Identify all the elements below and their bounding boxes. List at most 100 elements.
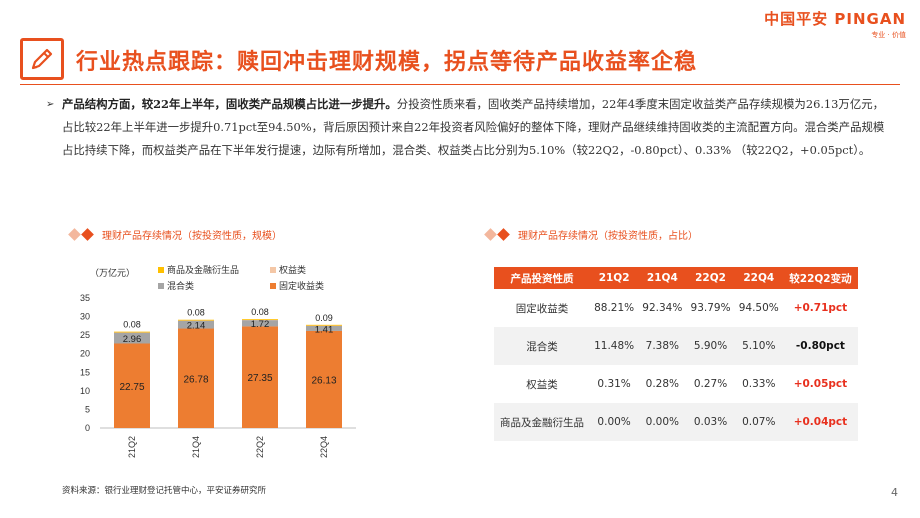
paragraph-body: 分投资性质来看，固收类产品持续增加，22年4季度末固定收益类产品存续规模为26.… [62, 97, 885, 157]
table-cell: 0.00% [590, 403, 639, 441]
legend-label: 商品及金融衍生品 [167, 264, 239, 275]
legend-label: 固定收益类 [279, 280, 324, 291]
table-cell: 0.27% [693, 378, 728, 390]
table-cell: 商品及金融衍生品 [494, 403, 590, 441]
data-label: 22.75 [119, 382, 144, 393]
change-cell: -0.80pct [782, 327, 858, 365]
bar-segment [306, 325, 342, 331]
table-header-row: 产品投资性质 21Q2 21Q4 22Q2 22Q4 较22Q2变动 [494, 267, 858, 289]
table-row: 商品及金融衍生品 0.00% 0.00% 0.03% 0.07% +0.04pct [494, 403, 858, 441]
data-label: 0.08 [187, 308, 205, 318]
table-cell: 0.31% [597, 378, 631, 390]
table-section-title: 理财产品存续情况（按投资性质，占比） [484, 227, 698, 242]
bar-segment [178, 319, 214, 321]
bar-segment [306, 324, 342, 326]
data-label: 0.08 [123, 320, 141, 330]
table-cell: 92.34% [642, 302, 683, 314]
data-label: 1.41 [315, 324, 334, 335]
summary-paragraph: ➢ 产品结构方面，较22年上半年，固收类产品规模占比进一步提升。分投资性质来看，… [46, 93, 892, 162]
change-cell: +0.04pct [782, 403, 858, 441]
legend-label: 权益类 [279, 264, 306, 275]
y-tick-label: 30 [80, 312, 90, 322]
table-header-cell: 21Q2 [590, 267, 639, 289]
y-tick-label: 0 [85, 423, 90, 433]
bar-segment [306, 330, 342, 428]
table-cell: 0.28% [645, 378, 679, 390]
y-tick-label: 5 [85, 404, 90, 414]
title-divider [20, 84, 900, 85]
data-label: 0.08 [251, 307, 269, 317]
table-header-cell: 21Q4 [638, 267, 687, 289]
table-cell: 0.00% [638, 403, 687, 441]
pencil-icon [20, 38, 64, 80]
chart-section-title: 理财产品存续情况（按投资性质，规模） [68, 227, 282, 242]
diamond-icon [497, 228, 510, 241]
y-tick-label: 35 [80, 293, 90, 303]
logo-text: 中国平安 PINGAN [764, 10, 906, 28]
table-header-cell: 22Q4 [734, 267, 783, 289]
legend-swatch [158, 283, 164, 289]
bar-segment [178, 328, 214, 428]
source-note: 资料来源：银行业理财登记托管中心，平安证券研究所 [62, 486, 267, 496]
table-cell: 固定收益类 [515, 302, 569, 315]
x-tick-label: 22Q4 [319, 436, 329, 458]
x-tick-label: 21Q2 [127, 436, 137, 458]
table-header-cell: 22Q2 [686, 267, 735, 289]
data-label: 2.14 [187, 321, 206, 332]
data-label: 27.35 [247, 373, 272, 384]
arrow-bullet-icon: ➢ [46, 99, 55, 110]
data-label: 1.72 [251, 319, 270, 330]
logo-slogan: 专业 · 价值 [871, 31, 906, 39]
diamond-icon [484, 228, 497, 241]
table-cell: 5.90% [686, 327, 735, 365]
data-label: 0.09 [315, 313, 333, 323]
page-title: 行业热点跟踪：赎回冲击理财规模，拐点等待产品收益率企稳 [76, 49, 698, 75]
diamond-icon [68, 228, 81, 241]
table-title: 理财产品存续情况（按投资性质，占比） [518, 231, 698, 242]
bar-segment [114, 331, 150, 333]
table-cell: 88.21% [594, 302, 635, 314]
table-cell: 混合类 [494, 327, 590, 365]
x-tick-label: 22Q2 [255, 436, 265, 458]
table-cell: 94.50% [738, 302, 779, 314]
table-row: 固定收益类 88.21% 92.34% 93.79% 94.50% +0.71pct [494, 289, 858, 327]
table-row: 混合类 11.48% 7.38% 5.90% 5.10% -0.80pct [494, 327, 858, 365]
legend-swatch [270, 267, 276, 273]
change-cell: +0.05pct [793, 378, 848, 390]
pingan-logo: 中国平安 PINGAN 专业 · 价值 [764, 8, 906, 40]
table-cell: 0.07% [734, 403, 783, 441]
table-cell: 权益类 [526, 378, 558, 391]
data-label: 26.13 [311, 375, 336, 386]
table-cell: 7.38% [638, 327, 687, 365]
change-cell: +0.71pct [793, 302, 848, 314]
paragraph-lead: 产品结构方面，较22年上半年，固收类产品规模占比进一步提升。 [62, 97, 397, 111]
table-header-cell: 产品投资性质 [494, 267, 590, 289]
y-tick-label: 10 [80, 386, 90, 396]
bar-segment [178, 320, 214, 329]
table-cell: 0.03% [686, 403, 735, 441]
x-tick-label: 21Q4 [191, 436, 201, 458]
table-cell: 11.48% [590, 327, 639, 365]
chart-title: 理财产品存续情况（按投资性质，规模） [102, 231, 282, 242]
legend-label: 混合类 [167, 280, 194, 291]
y-tick-label: 20 [80, 349, 90, 359]
page-number: 4 [891, 486, 898, 499]
table-cell: 93.79% [690, 302, 731, 314]
structure-table: 产品投资性质 21Q2 21Q4 22Q2 22Q4 较22Q2变动 固定收益类 88.21… [494, 267, 858, 441]
legend-swatch [158, 267, 164, 273]
data-label: 2.96 [123, 334, 142, 345]
bar-segment [114, 343, 150, 428]
table-cell: 5.10% [734, 327, 783, 365]
data-label: 26.78 [183, 374, 208, 385]
legend-swatch [270, 283, 276, 289]
bar-segment [242, 320, 278, 327]
table-header-cell: 较22Q2变动 [782, 267, 858, 289]
diamond-icon [81, 228, 94, 241]
table-row: 权益类 0.31% 0.28% 0.27% 0.33% +0.05pct [494, 365, 858, 403]
bar-segment [114, 332, 150, 344]
bar-segment [242, 319, 278, 320]
y-tick-label: 15 [80, 367, 90, 377]
y-tick-label: 25 [80, 330, 90, 340]
table-cell: 0.33% [742, 378, 776, 390]
